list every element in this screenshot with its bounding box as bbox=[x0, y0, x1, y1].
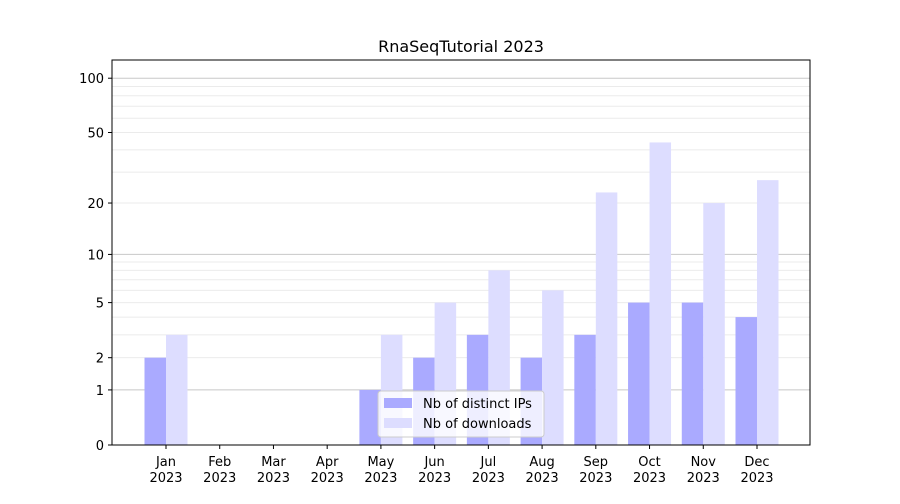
x-tick-label-year: 2023 bbox=[633, 471, 666, 486]
bar-downloads bbox=[166, 334, 188, 445]
legend-swatch bbox=[384, 398, 412, 408]
bar-distinct-ips bbox=[735, 317, 757, 445]
bar-downloads bbox=[703, 203, 725, 445]
grid bbox=[112, 77, 810, 391]
bar-downloads bbox=[757, 180, 779, 445]
x-tick-label-month: Nov bbox=[691, 455, 717, 470]
x-tick-label-month: Dec bbox=[744, 455, 769, 470]
x-tick-label-month: Jan bbox=[155, 455, 176, 470]
legend-label: Nb of distinct IPs bbox=[423, 397, 532, 412]
legend-swatch bbox=[384, 418, 412, 428]
y-axis: 0 1 2 5 10 20 50 100 bbox=[79, 72, 112, 454]
bar-distinct-ips bbox=[144, 357, 166, 445]
x-tick-label-month: Sep bbox=[584, 455, 609, 470]
x-tick-label-year: 2023 bbox=[526, 471, 559, 486]
x-tick-label-month: Jun bbox=[423, 455, 444, 470]
y-tick-label: 50 bbox=[87, 127, 104, 142]
y-tick-label: 1 bbox=[96, 384, 104, 399]
legend-label: Nb of downloads bbox=[423, 417, 532, 432]
x-tick-label-month: Jul bbox=[480, 455, 497, 470]
x-tick-label-year: 2023 bbox=[311, 471, 344, 486]
x-tick-label-month: Apr bbox=[316, 455, 339, 470]
bar-downloads bbox=[649, 142, 672, 445]
x-tick-label-month: Oct bbox=[638, 455, 660, 470]
x-tick-label-year: 2023 bbox=[149, 471, 182, 486]
x-tick-label-year: 2023 bbox=[257, 471, 290, 486]
x-tick-label-year: 2023 bbox=[579, 471, 612, 486]
bar-distinct-ips bbox=[628, 302, 650, 445]
bar-downloads bbox=[595, 192, 618, 445]
x-tick-label-month: Feb bbox=[208, 455, 231, 470]
y-tick-label: 100 bbox=[79, 72, 104, 87]
x-tick-label-year: 2023 bbox=[203, 471, 236, 486]
y-tick-label: 10 bbox=[87, 248, 104, 263]
x-tick-label-year: 2023 bbox=[740, 471, 773, 486]
y-tick-label: 0 bbox=[96, 439, 104, 454]
bar-downloads bbox=[542, 290, 564, 445]
x-tick-label-month: Mar bbox=[261, 455, 286, 470]
legend: Nb of distinct IPs Nb of downloads bbox=[377, 390, 545, 438]
x-tick-label-year: 2023 bbox=[472, 471, 505, 486]
plot-frame bbox=[111, 59, 811, 446]
bar-distinct-ips bbox=[574, 334, 596, 445]
x-tick-label-year: 2023 bbox=[687, 471, 720, 486]
y-tick-label: 2 bbox=[96, 352, 104, 367]
bar-distinct-ips bbox=[359, 389, 381, 445]
chart-title: RnaSeqTutorial 2023 bbox=[378, 37, 544, 56]
x-tick-label-year: 2023 bbox=[364, 471, 397, 486]
x-tick-label-month: Aug bbox=[529, 455, 554, 470]
x-tick-label-month: May bbox=[367, 455, 394, 470]
legend-box bbox=[377, 390, 545, 438]
bar-distinct-ips bbox=[681, 302, 704, 445]
x-axis: Jan2023Feb2023Mar2023Apr2023May2023Jun20… bbox=[149, 445, 774, 486]
y-tick-label: 20 bbox=[87, 197, 104, 212]
x-tick-label-year: 2023 bbox=[418, 471, 451, 486]
y-tick-label: 5 bbox=[96, 297, 104, 312]
